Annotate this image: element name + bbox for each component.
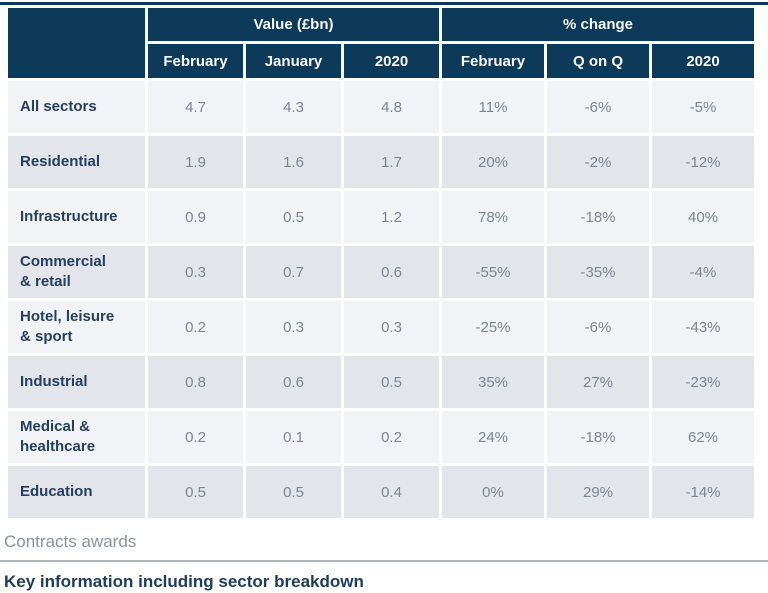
table-row: Residential 1.9 1.6 1.7 20% -2% -12%	[8, 136, 754, 188]
sector-label: Hotel, leisure & sport	[8, 301, 145, 353]
cell-value: 0.3	[246, 301, 341, 353]
table-row: Education 0.5 0.5 0.4 0% 29% -14%	[8, 466, 754, 518]
cell-value: 0.5	[344, 356, 439, 408]
cell-value: 4.3	[246, 81, 341, 133]
col-header-pct-qonq: Q on Q	[547, 44, 649, 78]
top-accent-line	[0, 2, 768, 5]
cell-value: 11%	[442, 81, 544, 133]
cell-value: -14%	[652, 466, 754, 518]
col-header-value-2020: 2020	[344, 44, 439, 78]
cell-value: -55%	[442, 246, 544, 298]
cell-value: 4.7	[148, 81, 243, 133]
corner-cell	[8, 8, 145, 78]
contracts-awards-label: Contracts awards	[4, 532, 137, 551]
cell-value: -12%	[652, 136, 754, 188]
cell-value: 4.8	[344, 81, 439, 133]
cell-value: 29%	[547, 466, 649, 518]
cell-value: 0.4	[344, 466, 439, 518]
group-header-value: Value (£bn)	[148, 8, 439, 41]
table-row: All sectors 4.7 4.3 4.8 11% -6% -5%	[8, 81, 754, 133]
cell-value: -18%	[547, 191, 649, 243]
cell-value: 0.5	[246, 191, 341, 243]
cell-value: 0.5	[148, 466, 243, 518]
sector-label: Commercial & retail	[8, 246, 145, 298]
group-header-pct-change: % change	[442, 8, 754, 41]
cell-value: 20%	[442, 136, 544, 188]
cell-value: 0.7	[246, 246, 341, 298]
cell-value: 0.2	[148, 301, 243, 353]
table-row: Hotel, leisure & sport 0.2 0.3 0.3 -25% …	[8, 301, 754, 353]
cell-value: 78%	[442, 191, 544, 243]
cell-value: -2%	[547, 136, 649, 188]
cell-value: -5%	[652, 81, 754, 133]
cell-value: -6%	[547, 301, 649, 353]
col-header-value-january: January	[246, 44, 341, 78]
group-header-row: Value (£bn) % change	[8, 8, 754, 78]
cell-value: -43%	[652, 301, 754, 353]
cell-value: 1.9	[148, 136, 243, 188]
table-body: All sectors 4.7 4.3 4.8 11% -6% -5% Resi…	[8, 81, 754, 518]
cell-value: 0.6	[344, 246, 439, 298]
sector-breakdown-table: Value (£bn) % change February January 20…	[5, 5, 757, 521]
cell-value: -25%	[442, 301, 544, 353]
cell-value: 0.9	[148, 191, 243, 243]
cell-value: -6%	[547, 81, 649, 133]
cell-value: 0.1	[246, 411, 341, 463]
cell-value: 27%	[547, 356, 649, 408]
cell-value: 62%	[652, 411, 754, 463]
footer-divider	[0, 560, 768, 562]
cell-value: -4%	[652, 246, 754, 298]
cell-value: -35%	[547, 246, 649, 298]
cell-value: -23%	[652, 356, 754, 408]
sector-label: Residential	[8, 136, 145, 188]
cell-value: -18%	[547, 411, 649, 463]
cell-value: 40%	[652, 191, 754, 243]
table-row: Commercial & retail 0.3 0.7 0.6 -55% -35…	[8, 246, 754, 298]
cell-value: 24%	[442, 411, 544, 463]
col-header-pct-february: February	[442, 44, 544, 78]
cell-value: 1.6	[246, 136, 341, 188]
sector-label: Education	[8, 466, 145, 518]
cell-value: 35%	[442, 356, 544, 408]
table-row: Industrial 0.8 0.6 0.5 35% 27% -23%	[8, 356, 754, 408]
cell-value: 0.2	[344, 411, 439, 463]
cell-value: 0.2	[148, 411, 243, 463]
col-header-value-february: February	[148, 44, 243, 78]
sector-label: Medical & healthcare	[8, 411, 145, 463]
col-header-pct-2020: 2020	[652, 44, 754, 78]
cell-value: 0.6	[246, 356, 341, 408]
cell-value: 1.7	[344, 136, 439, 188]
column-header-row: February January 2020 February Q on Q 20…	[8, 44, 754, 78]
cell-value: 0.5	[246, 466, 341, 518]
sector-label: All sectors	[8, 81, 145, 133]
cell-value: 0%	[442, 466, 544, 518]
table-row: Infrastructure 0.9 0.5 1.2 78% -18% 40%	[8, 191, 754, 243]
sector-label: Industrial	[8, 356, 145, 408]
cell-value: 1.2	[344, 191, 439, 243]
cell-value: 0.3	[148, 246, 243, 298]
table-row: Medical & healthcare 0.2 0.1 0.2 24% -18…	[8, 411, 754, 463]
cell-value: 0.3	[344, 301, 439, 353]
cell-value: 0.8	[148, 356, 243, 408]
footer: Contracts awards Key information includi…	[0, 528, 768, 592]
key-information-heading: Key information including sector breakdo…	[4, 572, 364, 591]
sector-label: Infrastructure	[8, 191, 145, 243]
